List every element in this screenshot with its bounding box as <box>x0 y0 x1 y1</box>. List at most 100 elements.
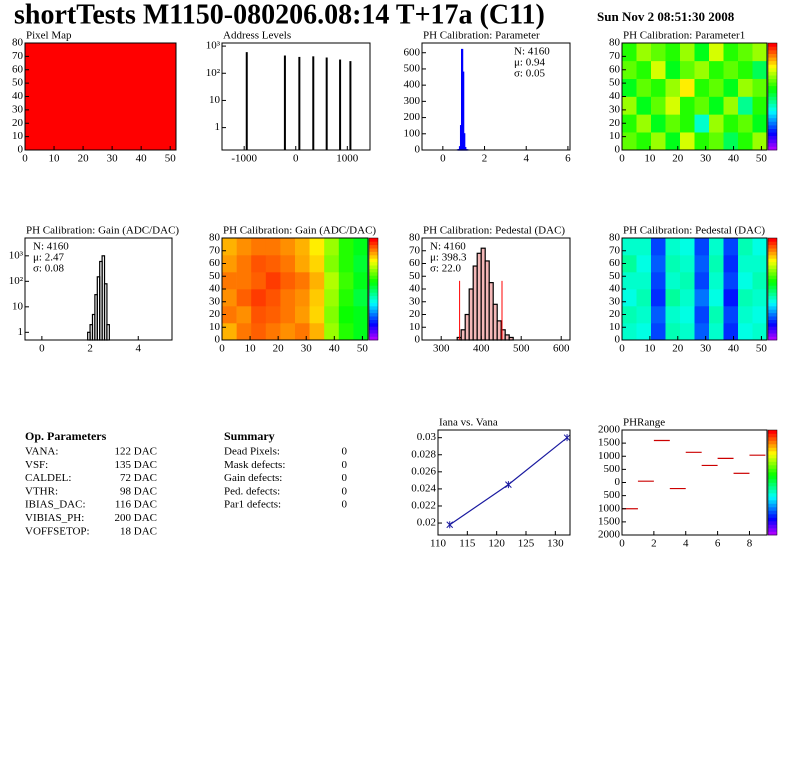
heat-cell <box>651 272 666 290</box>
palette-step <box>768 146 777 151</box>
heat-cell <box>694 43 710 62</box>
heat-cell <box>338 289 354 307</box>
x-tick-label: 30 <box>700 343 712 355</box>
palette-step <box>768 333 777 337</box>
y-tick-label: 10 <box>209 321 221 333</box>
heat-cell <box>622 272 637 290</box>
op-value: 98 DAC <box>120 485 157 497</box>
summary-value: 0 <box>342 485 348 497</box>
heat-cell <box>222 272 237 290</box>
heat-cell <box>723 114 739 133</box>
palette-step <box>768 454 777 459</box>
heat-cell <box>665 289 681 307</box>
hist-bin <box>496 320 502 341</box>
y-tick-label: 80 <box>409 232 421 244</box>
y-tick-label: 40 <box>409 283 421 295</box>
x-tick-label: 30 <box>700 153 712 165</box>
heat-cell <box>309 323 325 341</box>
heat-cell <box>665 272 681 290</box>
op-title: Op. Parameters <box>25 429 107 443</box>
heat-cell <box>622 289 637 307</box>
summary-name: Gain defects: <box>224 472 282 484</box>
y-tick-label: 500 <box>604 463 621 475</box>
x-tick-label: 40 <box>728 153 740 165</box>
palette-step <box>768 302 777 307</box>
x-tick-label: 10 <box>644 153 656 165</box>
y-tick-label: 0 <box>615 334 621 346</box>
x-tick-label: 0 <box>219 343 225 355</box>
heat-cell <box>709 132 724 151</box>
palette-step <box>768 238 777 242</box>
palette-step <box>768 282 777 286</box>
heat-cell <box>752 272 768 290</box>
x-tick-label: 40 <box>728 343 740 355</box>
palette-step <box>768 524 777 529</box>
heat-cell <box>338 272 354 290</box>
heat-cell <box>723 43 739 62</box>
heat-cell <box>709 60 724 79</box>
heat-cell <box>680 96 695 115</box>
palette-step <box>768 503 777 508</box>
x-tick-label: 6 <box>565 153 571 165</box>
heat-cell <box>324 323 340 341</box>
palette-step <box>768 265 777 269</box>
palette-step <box>768 272 777 276</box>
palette-step <box>369 278 378 283</box>
palette-step <box>768 92 777 97</box>
y-tick-label: 600 <box>404 46 421 58</box>
y-tick-label: 30 <box>609 103 621 115</box>
palette-step <box>768 241 777 246</box>
heat-cell <box>665 114 681 133</box>
heat-cell <box>651 323 666 341</box>
spike <box>283 55 286 150</box>
heat-cell <box>309 238 325 256</box>
panel-title: PH Calibration: Pedestal (DAC) <box>423 225 565 237</box>
y-tick-label: 1000 <box>598 502 621 514</box>
spike <box>312 56 315 151</box>
palette-step <box>369 272 378 276</box>
stats-line: σ: 22.0 <box>430 263 461 275</box>
palette-step <box>369 316 378 320</box>
heat-cell <box>265 255 281 273</box>
y-tick-label: 0.03 <box>417 431 437 443</box>
palette-step <box>768 57 777 62</box>
summary-value: 0 <box>342 446 348 458</box>
y-tick-label: 70 <box>409 244 421 256</box>
summary-value: 0 <box>342 472 348 484</box>
palette-step <box>369 241 378 246</box>
y-tick-label: 30 <box>209 295 221 307</box>
y-tick-label: 40 <box>209 283 221 295</box>
heat-cell <box>636 43 652 62</box>
hist-bin <box>488 282 494 341</box>
heat-cell <box>622 96 637 115</box>
x-tick-label: 50 <box>756 343 768 355</box>
heat-cell <box>651 114 666 133</box>
y-tick-label: 20 <box>12 117 24 129</box>
y-tick-label: 60 <box>609 63 621 75</box>
palette-step <box>768 117 777 122</box>
heat-cell <box>723 96 739 115</box>
y-tick-label: 10 <box>609 321 621 333</box>
y-tick-label: 70 <box>609 244 621 256</box>
y-tick-label: 1 <box>18 326 24 338</box>
palette-step <box>768 103 777 108</box>
heat-cell <box>665 323 681 341</box>
heat-cell <box>251 238 267 256</box>
x-tick-label: 400 <box>473 343 490 355</box>
y-tick-label: 50 <box>12 77 24 89</box>
heat-cell <box>738 255 753 273</box>
palette-step <box>369 302 378 307</box>
palette-step <box>768 316 777 320</box>
y-tick-label: 2000 <box>598 529 621 541</box>
heat-cell <box>752 43 768 62</box>
data-marker <box>446 521 454 529</box>
palette-step <box>369 336 378 341</box>
heat-cell <box>752 323 768 341</box>
heat-cell <box>636 78 652 97</box>
heat-cell <box>622 238 637 256</box>
y-tick-label: 2000 <box>598 424 621 436</box>
heat-cell <box>280 238 296 256</box>
x-tick-label: 600 <box>553 343 570 355</box>
heat-cell <box>694 238 710 256</box>
plot-frame <box>222 43 370 150</box>
